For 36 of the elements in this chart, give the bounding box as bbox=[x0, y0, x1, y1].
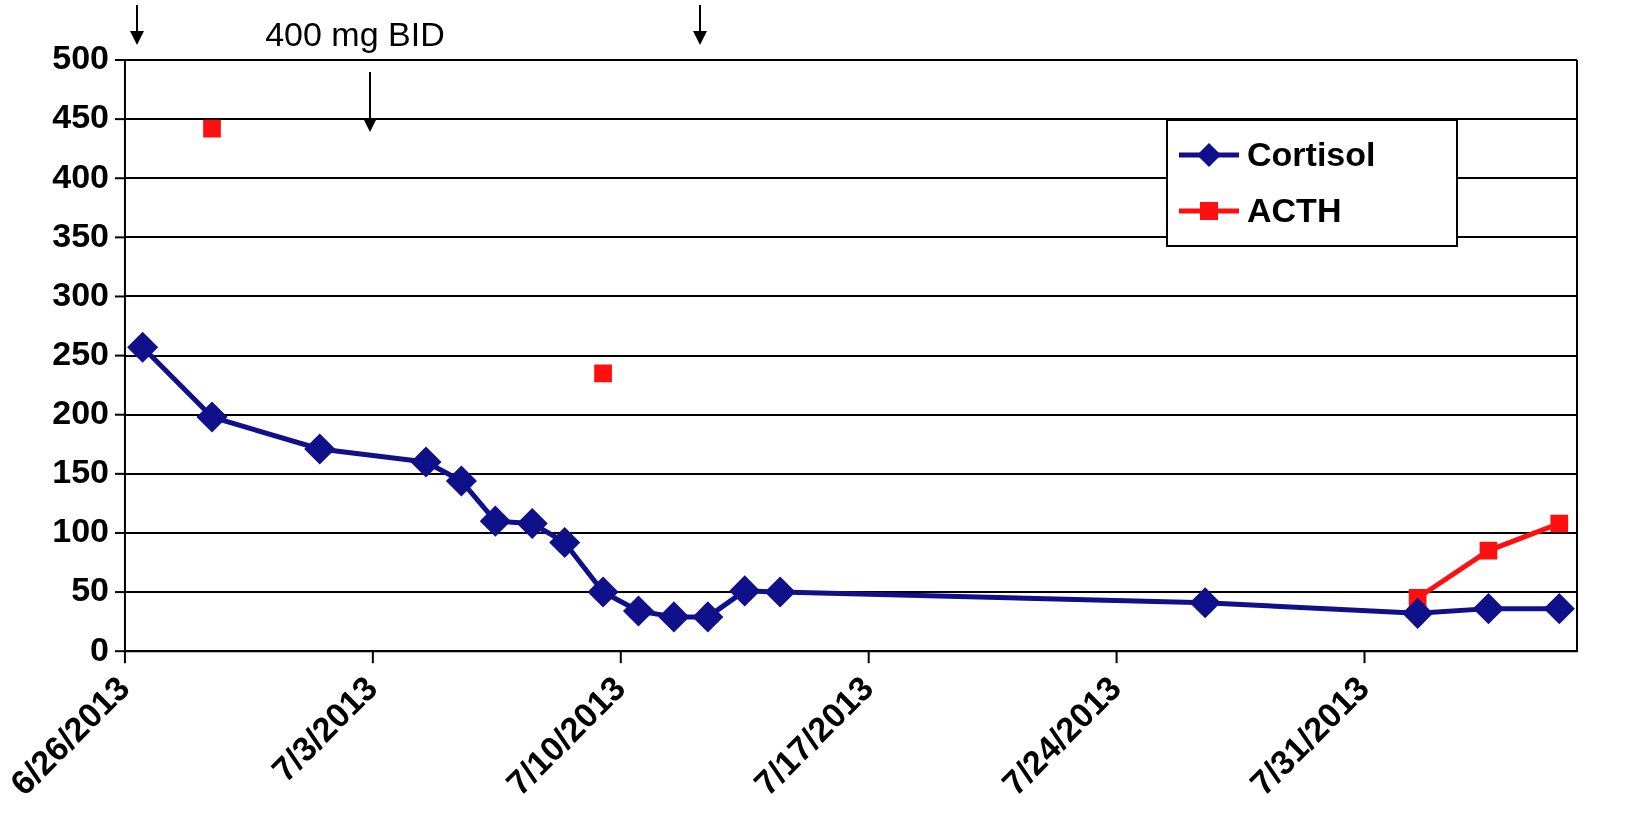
y-tick-label: 0 bbox=[90, 629, 109, 668]
legend-label: ACTH bbox=[1247, 191, 1342, 230]
point bbox=[730, 576, 760, 606]
text: 400 mg BID bbox=[265, 15, 445, 54]
point bbox=[1479, 541, 1498, 560]
point bbox=[550, 527, 580, 557]
y-tick-label: 500 bbox=[52, 38, 109, 77]
y-tick-label: 250 bbox=[52, 333, 109, 372]
legend-label: Cortisol bbox=[1247, 135, 1376, 174]
point bbox=[1550, 514, 1569, 533]
y-tick-label: 350 bbox=[52, 215, 109, 254]
point bbox=[765, 577, 795, 607]
point bbox=[623, 596, 653, 626]
y-tick-label: 100 bbox=[52, 511, 109, 550]
y-tick-label: 400 bbox=[52, 156, 109, 195]
point bbox=[305, 434, 335, 464]
point bbox=[594, 364, 612, 383]
point bbox=[197, 402, 227, 432]
point bbox=[517, 509, 547, 538]
point bbox=[1544, 594, 1574, 624]
y-tick-label: 300 bbox=[52, 274, 109, 313]
point bbox=[1190, 588, 1220, 618]
point bbox=[693, 602, 723, 632]
y-tick-label: 150 bbox=[52, 452, 109, 491]
point bbox=[588, 577, 618, 607]
y-tick-label: 50 bbox=[71, 570, 109, 609]
point bbox=[659, 602, 689, 632]
y-tick-label: 200 bbox=[52, 393, 109, 432]
point bbox=[1473, 594, 1503, 624]
y-tick-label: 450 bbox=[52, 97, 109, 136]
point bbox=[446, 466, 476, 496]
point bbox=[480, 506, 510, 536]
point bbox=[128, 332, 158, 362]
point bbox=[1403, 598, 1433, 628]
point bbox=[203, 119, 221, 138]
point bbox=[411, 447, 441, 477]
